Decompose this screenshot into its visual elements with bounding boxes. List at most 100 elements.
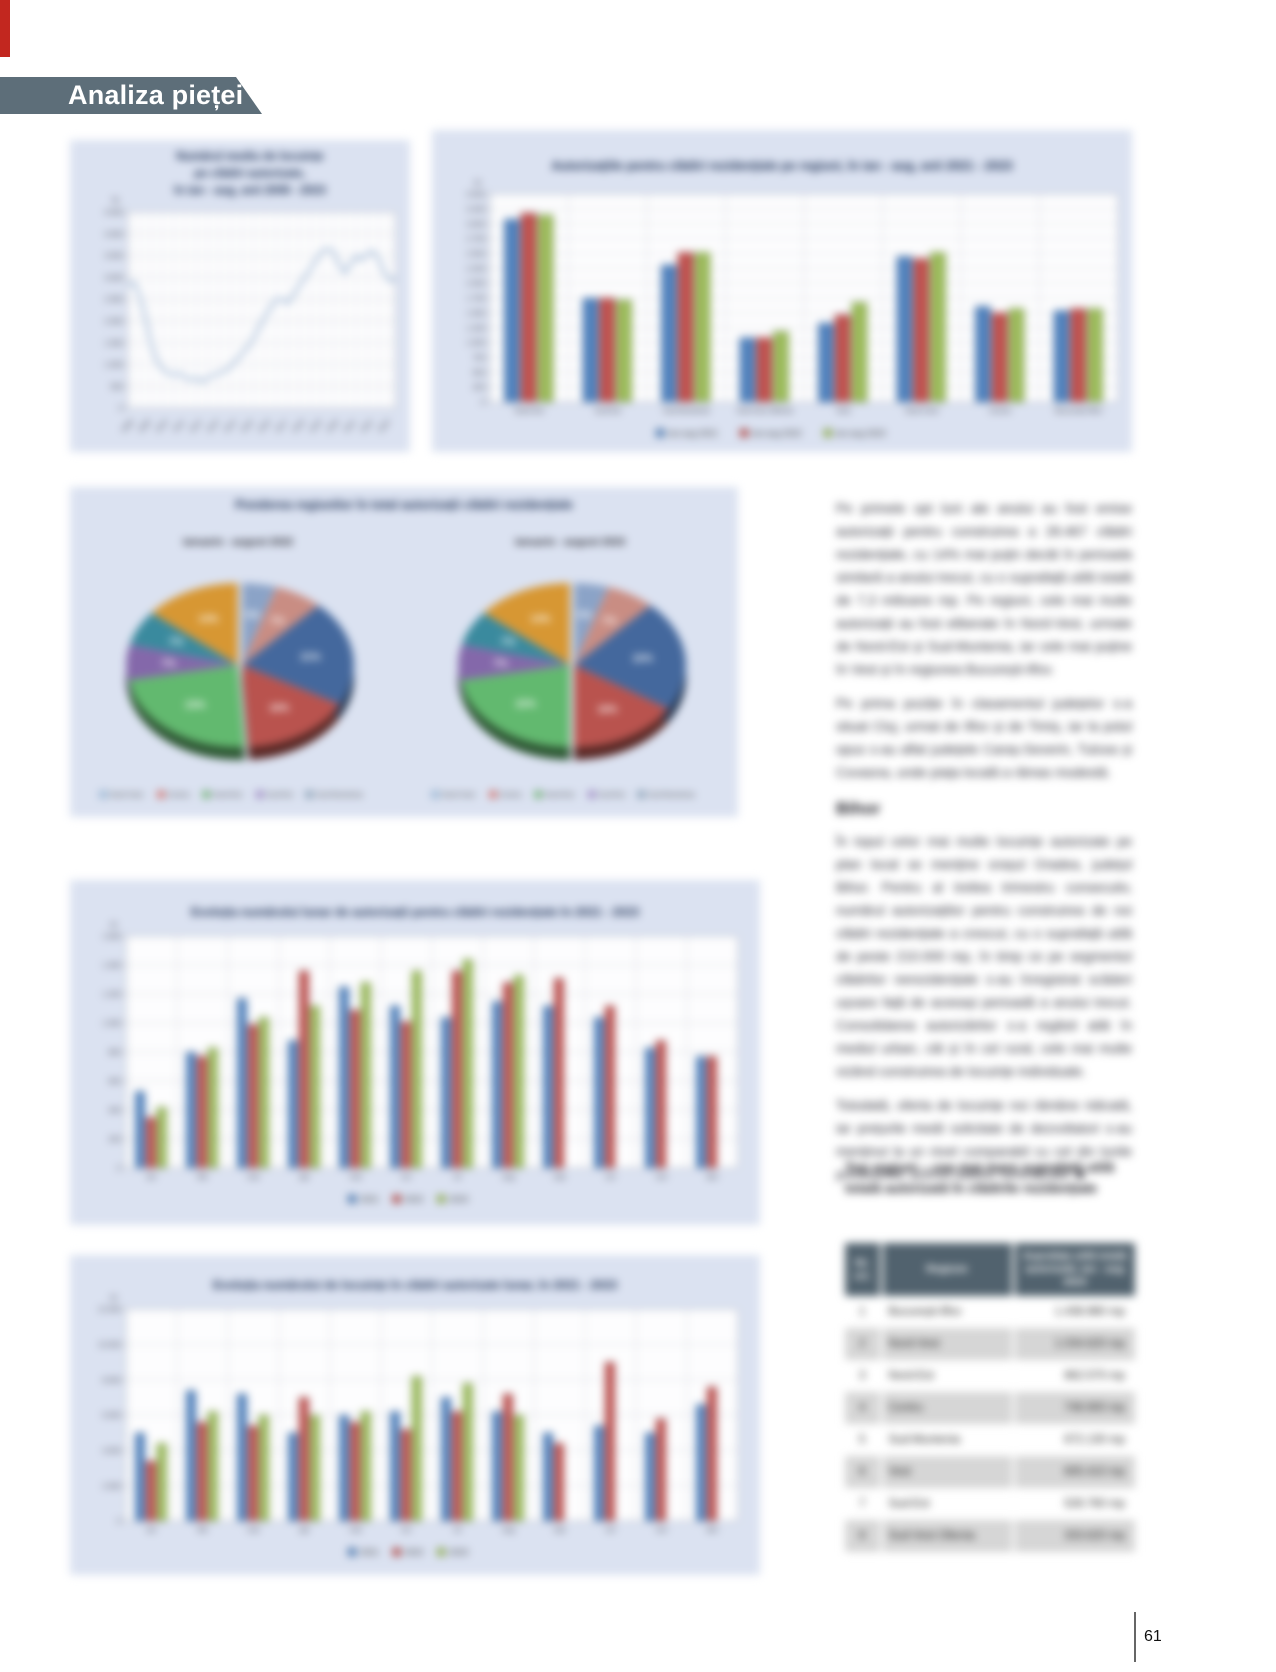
bar	[706, 1056, 717, 1169]
y-tick-label: 1.400	[102, 961, 121, 970]
bar	[615, 299, 632, 403]
bar	[400, 1428, 411, 1522]
x-tick-label: Centru	[989, 406, 1012, 415]
pie-slice-label: 14%	[198, 614, 218, 625]
bar	[298, 970, 309, 1169]
bar	[462, 959, 473, 1169]
bar	[677, 252, 694, 403]
legend-swatch	[656, 428, 665, 438]
line-chart-avg-dwellings: Numărul mediu de locuințe pe clădiri auto…	[70, 140, 410, 452]
x-tick-label: 2010	[155, 418, 170, 434]
pie-subtitle: ianuarie - august 2023	[515, 536, 625, 548]
bar	[411, 970, 422, 1169]
table-cell: 605.410 mp	[1011, 1456, 1135, 1488]
bar	[1086, 308, 1103, 403]
bar	[694, 252, 711, 403]
pie-slice-label: 7%	[493, 658, 508, 669]
x-tick-label: dec	[706, 1525, 718, 1534]
x-tick-label: 2014	[223, 418, 238, 434]
bar	[502, 1393, 513, 1522]
bar	[196, 1056, 207, 1169]
corner-accent-mark	[0, 0, 10, 57]
bar	[502, 982, 513, 1169]
table-header-cell: Suprafața utilă totală autorizată, ian -…	[1011, 1243, 1135, 1296]
y-tick-label: 3.250	[466, 204, 485, 213]
legend-swatch	[347, 1194, 357, 1204]
legend-label: 2023	[449, 1547, 468, 1557]
x-tick-label: 2013	[206, 418, 221, 434]
y-tick-label: 2.500	[466, 249, 485, 258]
pie-slice-label: 5%	[246, 610, 261, 621]
y-tick-label: 0	[481, 398, 485, 407]
bar	[196, 1421, 207, 1522]
chart-title: Evoluția numărului de locuințe în clădir…	[213, 1278, 617, 1292]
table-cell: 8	[859, 1530, 866, 1542]
bar	[1008, 308, 1025, 403]
legend-swatch	[489, 790, 497, 799]
x-tick-label: feb	[197, 1525, 207, 1534]
media-lunara-svg: Numărul mediu de locuințe pe clădiri auto…	[104, 151, 397, 434]
x-tick-label: Sud-Muntenia	[663, 406, 711, 415]
x-tick-label: oct	[605, 1172, 616, 1181]
bar	[756, 337, 773, 403]
legend-swatch	[637, 790, 645, 799]
bar	[451, 1411, 462, 1522]
pie-slice-label: 7%	[501, 637, 516, 648]
article-paragraph: Pe primele opt luni ale anului au fost e…	[836, 501, 1132, 677]
bar	[145, 1117, 156, 1169]
bar	[186, 1051, 197, 1169]
y-tick-label: 800	[108, 1048, 121, 1057]
legend-label: 2022	[405, 1547, 424, 1557]
bar	[520, 212, 537, 403]
legend-label: 2021	[360, 1194, 379, 1204]
legend-swatch	[392, 1547, 401, 1557]
bar	[156, 1106, 167, 1169]
pie-slice-label: 14%	[530, 614, 550, 625]
bar	[1070, 308, 1087, 403]
autorizatii-regiuni-svg: Autorizațiile pentru clădiri rezidențial…	[466, 159, 1119, 438]
y-tick-label: 2.000	[102, 1481, 121, 1490]
bar	[247, 1024, 258, 1169]
x-tick-label: mar	[247, 1525, 260, 1534]
ponderea-regiunilor-svg: Ponderea regiunilor în total autorizații…	[99, 498, 695, 799]
y-tick-label: 1.000	[466, 338, 485, 347]
legend-swatch	[99, 790, 107, 799]
bar	[553, 977, 564, 1169]
bar	[207, 1411, 218, 1522]
y-tick-label: 2.000	[104, 316, 123, 325]
regions-table: Nr. crt. Regiune Suprafața utilă totală au…	[845, 1243, 1135, 1552]
bar	[582, 297, 599, 403]
y-tick-label: 1.500	[104, 338, 123, 347]
table-cell: 528.760 mp	[1011, 1488, 1135, 1520]
bar	[706, 1386, 717, 1522]
axis-unit-label: nr.	[110, 1293, 119, 1302]
legend-label: Nord-Vest	[110, 790, 144, 799]
bar	[543, 1432, 554, 1522]
table-cell: Nord-Vest	[879, 1328, 1013, 1360]
page-number: 61	[1144, 1628, 1162, 1645]
pie-slice	[573, 604, 687, 710]
y-tick-label: 1.000	[104, 360, 123, 369]
legend-swatch	[347, 1547, 357, 1557]
line-series	[127, 247, 397, 384]
bar	[851, 301, 868, 403]
bar	[1053, 310, 1070, 403]
legend-label: Sud-Est	[598, 790, 626, 799]
y-tick-label: 3.000	[104, 273, 123, 282]
x-tick-label: apr	[299, 1172, 310, 1181]
bar	[309, 1414, 320, 1522]
y-tick-label: 4.000	[102, 1446, 121, 1455]
legend-label: ian-aug 2022	[752, 428, 802, 438]
pie-slice-label: 21%	[301, 652, 321, 663]
pie-subtitle: ianuarie - august 2022	[183, 536, 293, 548]
bar	[309, 1005, 320, 1169]
bar	[974, 306, 991, 403]
pie-slice	[573, 582, 609, 666]
axis-unit-label: nr.	[110, 920, 119, 929]
legend-swatch	[588, 790, 596, 799]
bar	[834, 314, 851, 403]
x-tick-label: apr	[299, 1525, 310, 1534]
pie-slice-label: 22%	[516, 699, 536, 710]
pie-slice	[457, 644, 571, 681]
